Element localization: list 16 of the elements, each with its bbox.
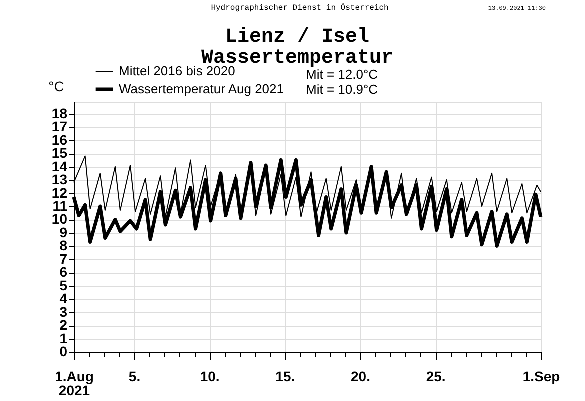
text: Hydrographischer Dienst in Österreich: [211, 3, 390, 13]
y-tick-label: 18: [52, 105, 68, 122]
y-axis-title: °C: [48, 78, 64, 94]
x-tick-label: 20.: [350, 368, 370, 384]
y-tick-label: 0: [60, 344, 68, 360]
x-tick-label: 1.Sep: [522, 368, 560, 384]
x-tick-label: 1.Aug 2021: [55, 368, 94, 398]
x-tick-label: 5.: [128, 368, 141, 384]
x-tick-label: 10.: [200, 368, 220, 384]
text: Mit = 12.0°C: [306, 67, 378, 82]
text: Mit = 10.9°C: [306, 82, 378, 97]
x-tick-label: 15.: [276, 368, 296, 384]
x-tick-label: 25.: [426, 368, 446, 384]
legend-label: Wassertemperatur Aug 2021: [119, 82, 284, 96]
chart-title: Lienz / Isel: [225, 26, 370, 49]
legend-label: Mittel 2016 bis 2020: [119, 64, 236, 78]
